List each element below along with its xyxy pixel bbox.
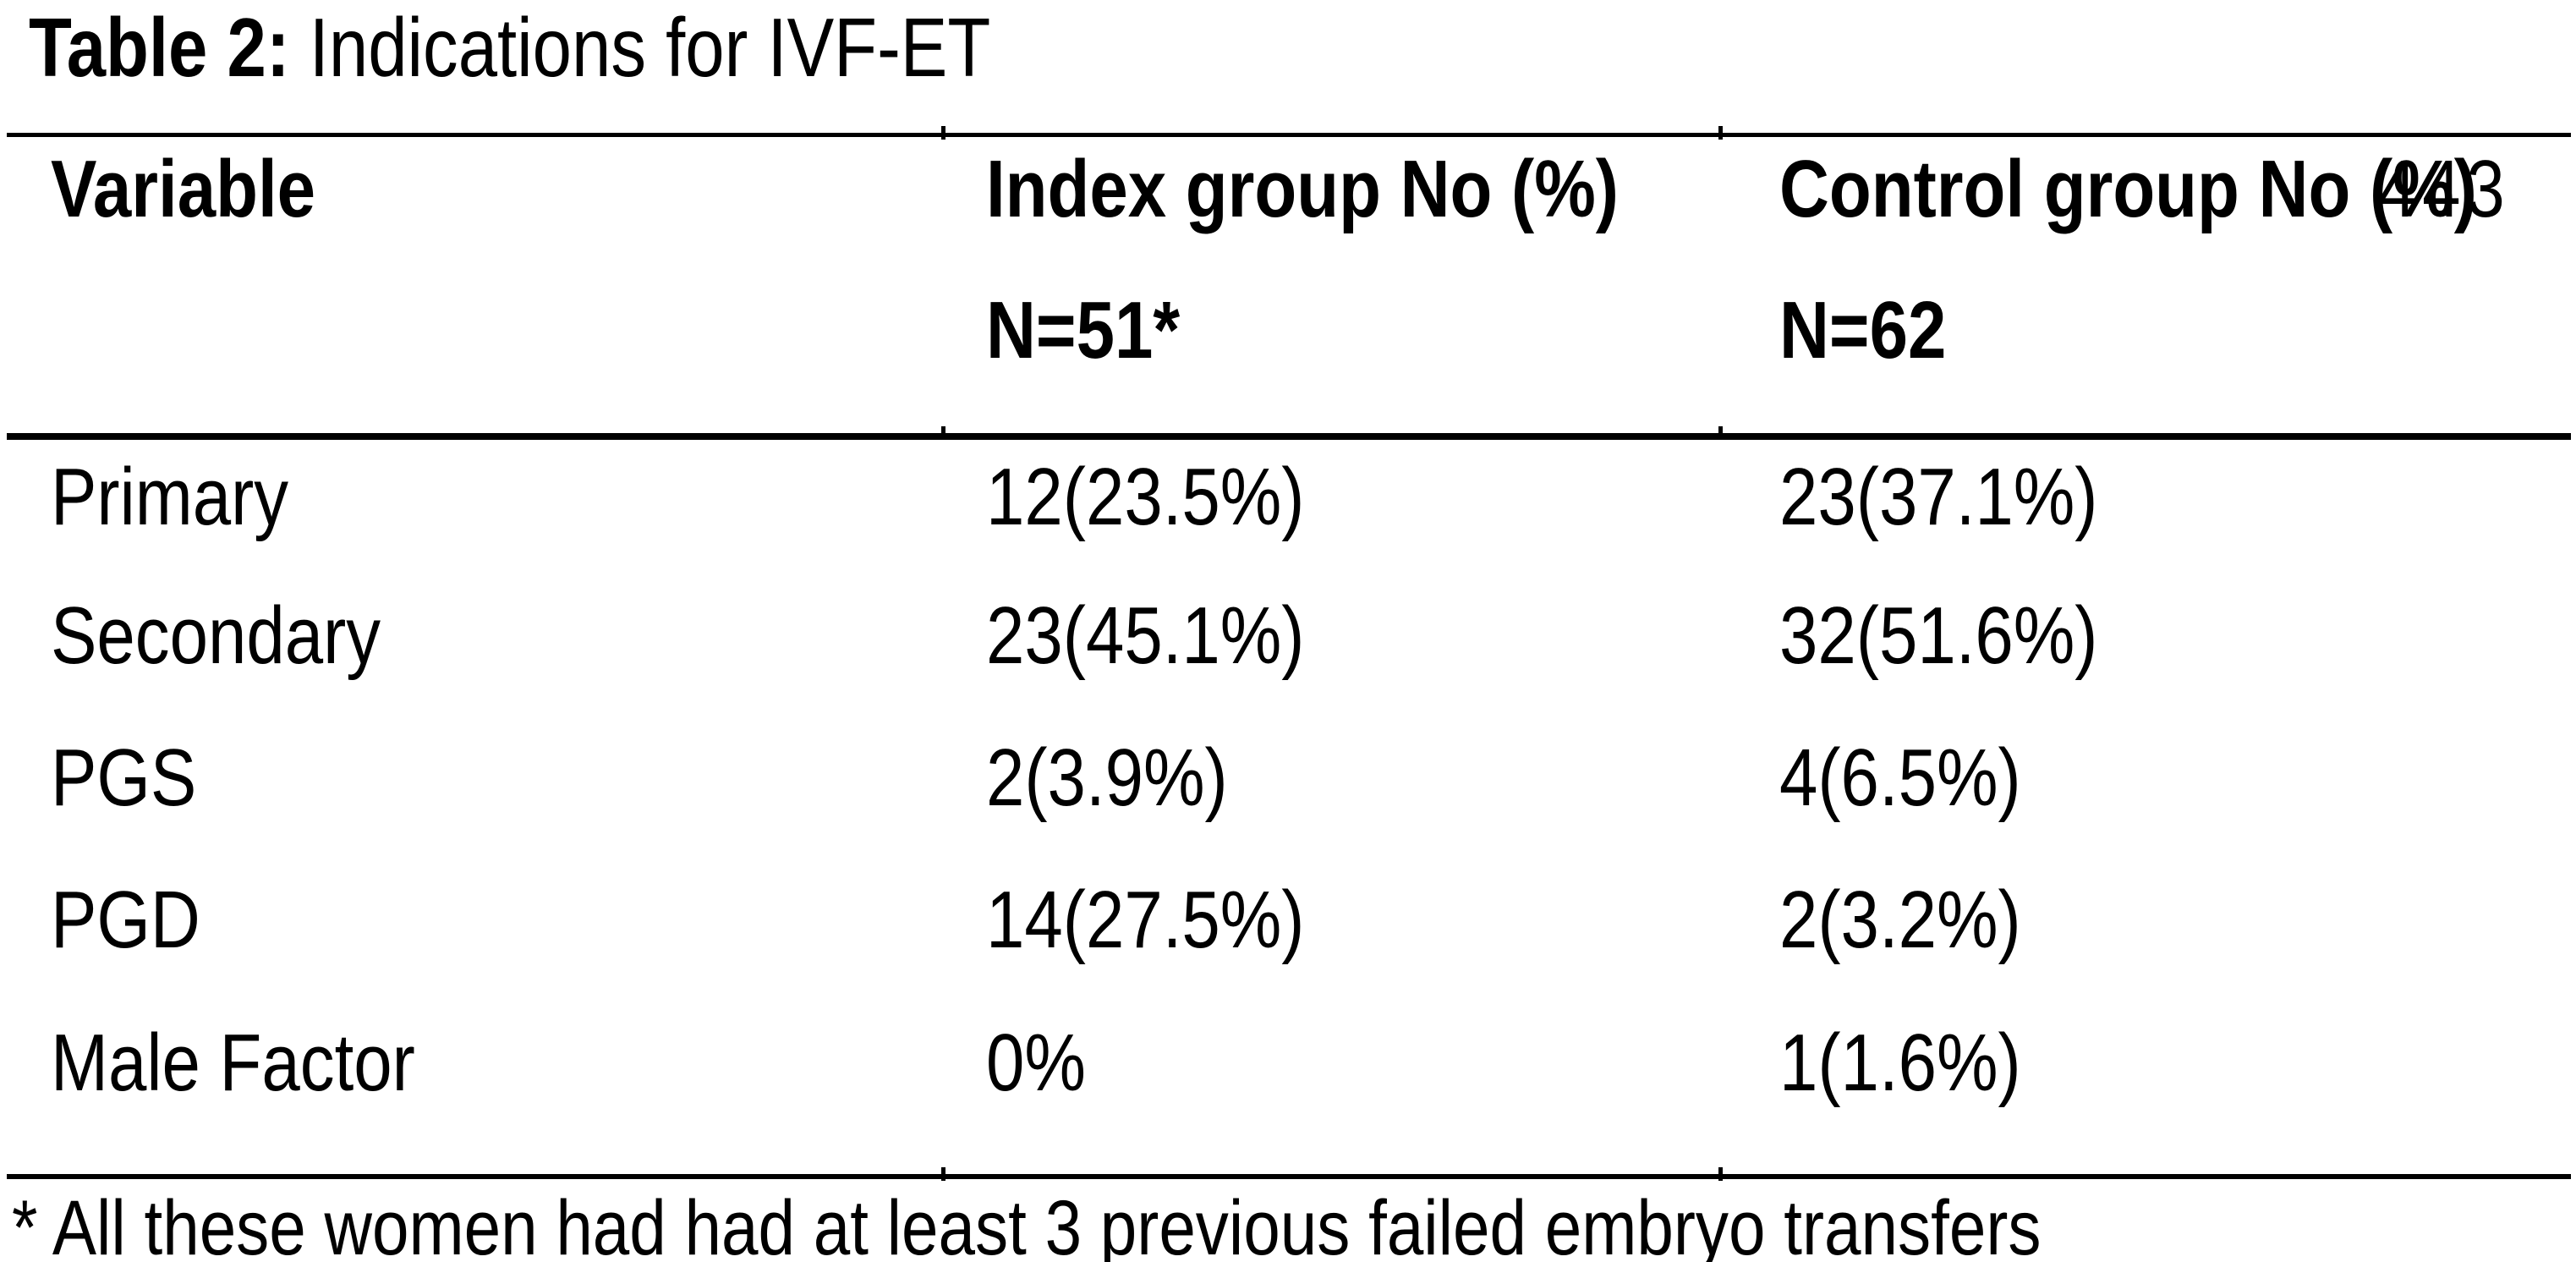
row-index-value: 23(45.1%) [986, 590, 1305, 681]
column-header-control-group: Control group No (%) [1779, 144, 2477, 234]
column-header-variable: Variable [51, 144, 316, 234]
row-control-value: 32(51.6%) [1779, 590, 2098, 681]
table-caption-number: Table 2: [29, 1, 290, 94]
row-variable: PGS [51, 733, 197, 823]
row-control-value: 1(1.6%) [1779, 1018, 2021, 1108]
column-divider-tick [941, 1167, 945, 1181]
row-variable: Primary [51, 452, 289, 542]
column-divider-tick [1718, 1167, 1723, 1181]
control-group-n: N=62 [1779, 285, 1947, 376]
column-divider-tick [1718, 426, 1723, 440]
page-number: 443 [2378, 144, 2511, 234]
row-control-value: 23(37.1%) [1779, 452, 2098, 542]
index-group-n: N=51* [986, 285, 1181, 376]
column-header-index-group: Index group No (%) [986, 144, 1619, 234]
table-rule-bottom [7, 1167, 2571, 1181]
column-divider-tick [941, 426, 945, 440]
row-index-value: 0% [986, 1018, 1086, 1108]
table-caption-text: Indications for IVF-ET [289, 1, 991, 94]
row-variable: Secondary [51, 590, 381, 681]
table-rule-top [7, 126, 2571, 140]
table-rule-header [7, 426, 2571, 440]
table-caption: Table 2: Indications for IVF-ET [29, 0, 990, 96]
row-variable: PGD [51, 875, 200, 965]
column-divider-tick [1718, 126, 1723, 140]
row-variable: Male Factor [51, 1018, 415, 1108]
row-index-value: 2(3.9%) [986, 733, 1228, 823]
row-index-value: 14(27.5%) [986, 875, 1305, 965]
table-footnote: * All these women had had at least 3 pre… [12, 1185, 2042, 1262]
column-divider-tick [941, 126, 945, 140]
row-control-value: 4(6.5%) [1779, 733, 2021, 823]
row-control-value: 2(3.2%) [1779, 875, 2021, 965]
row-index-value: 12(23.5%) [986, 452, 1305, 542]
